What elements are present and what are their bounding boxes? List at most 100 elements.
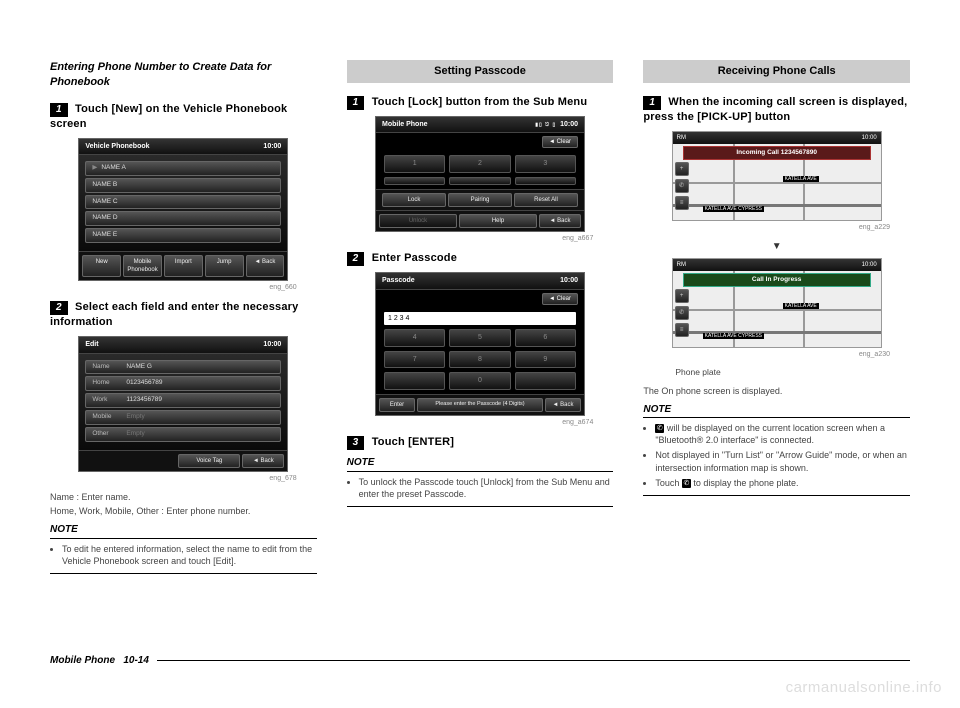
step-number-icon: 1 <box>50 103 68 117</box>
back-button: Back <box>242 454 284 468</box>
step-1: 1 Touch [New] on the Vehicle Phonebook s… <box>50 102 317 132</box>
note-list: To unlock the Passcode touch [Unlock] fr… <box>347 476 614 500</box>
unlock-button: Unlock <box>379 214 457 228</box>
screen-clock: 10:00 <box>263 142 281 151</box>
section-heading: Setting Passcode <box>347 60 614 83</box>
note-item: To unlock the Passcode touch [Unlock] fr… <box>359 476 614 500</box>
import-button: Import <box>164 255 203 277</box>
keypad: 456 789 0 <box>384 329 576 389</box>
note-item: ✆ will be displayed on the current locat… <box>655 422 910 446</box>
menu-icon: ≡ <box>675 196 689 210</box>
note-item: To edit he entered information, select t… <box>62 543 317 567</box>
list-item: NAME E <box>85 228 281 243</box>
step-number-icon: 2 <box>347 252 365 266</box>
note-rule <box>643 495 910 496</box>
field-row: NameNAME G <box>85 360 281 375</box>
back-button: Back <box>539 214 581 228</box>
step-text: Select each field and enter the necessar… <box>50 301 298 328</box>
step-number-icon: 1 <box>347 96 365 110</box>
page-footer: Mobile Phone 10-14 <box>50 655 910 666</box>
note-rule <box>347 506 614 507</box>
step-2: 2 Enter Passcode <box>347 251 614 266</box>
step-1: 1 When the incoming call screen is displ… <box>643 95 910 125</box>
figure-caption: eng_a674 <box>347 418 594 427</box>
figure-caption: eng_a667 <box>347 234 594 243</box>
screen-title: Vehicle Phonebook <box>85 142 149 151</box>
column-2: Setting Passcode 1 Touch [Lock] button f… <box>347 60 614 574</box>
screen-title: Passcode <box>382 276 415 285</box>
step-number-icon: 3 <box>347 436 365 450</box>
page: Entering Phone Number to Create Data for… <box>0 0 960 604</box>
menu-icon: ≡ <box>675 323 689 337</box>
step-number-icon: 2 <box>50 301 68 315</box>
screenshot-passcode: Passcode 10:00 ◄ Clear 1 2 3 4 456 789 0… <box>375 272 585 415</box>
figure-caption: eng_660 <box>50 283 297 292</box>
note-item: Touch ✆ to display the phone plate. <box>655 477 910 489</box>
back-button: Back <box>246 255 285 277</box>
reset-all-button: Reset All <box>514 193 578 207</box>
mobile-phonebook-button: Mobile Phonebook <box>123 255 162 277</box>
phone-plate-icon: ✆ <box>655 424 664 433</box>
body-text: The On phone screen is displayed. <box>643 385 910 397</box>
step-text: Enter Passcode <box>372 252 457 264</box>
phone-plate-icon: ✆ <box>682 479 691 488</box>
note-item: Not displayed in "Turn List" or "Arrow G… <box>655 449 910 473</box>
note-list: ✆ will be displayed on the current locat… <box>643 422 910 489</box>
note-heading: NOTE <box>50 523 317 539</box>
enter-button: Enter <box>379 398 415 412</box>
field-description: Home, Work, Mobile, Other : Enter phone … <box>50 505 317 517</box>
down-arrow-icon: ▼ <box>643 240 910 254</box>
note-heading: NOTE <box>643 403 910 419</box>
figure-caption: eng_a229 <box>643 223 890 232</box>
incoming-call-banner: Incoming Call 1234567890 <box>683 146 871 161</box>
list-item: NAME D <box>85 211 281 226</box>
step-3: 3 Touch [ENTER] <box>347 435 614 450</box>
zoom-icon: + <box>675 162 689 176</box>
voice-tag-button: Voice Tag <box>178 454 240 468</box>
phone-icon: ✆ <box>675 179 689 193</box>
figure-caption: eng_678 <box>50 474 297 483</box>
screenshot-call-in-progress: +✆≡ RM10:00 Call In Progress KATELLA AVE… <box>672 258 882 348</box>
note-heading: NOTE <box>347 456 614 472</box>
step-text: Touch [ENTER] <box>372 436 454 448</box>
screen-clock: 10:00 <box>263 340 281 349</box>
field-row: MobileEmpty <box>85 410 281 425</box>
list-item: ▶NAME A <box>85 161 281 176</box>
back-button: Back <box>545 398 581 412</box>
screen-title: Edit <box>85 340 98 349</box>
field-row: Home0123456789 <box>85 376 281 391</box>
field-row: Work1123456789 <box>85 393 281 408</box>
screenshot-edit: Edit 10:00 NameNAME G Home0123456789 Wor… <box>78 336 288 471</box>
screenshot-vehicle-phonebook: Vehicle Phonebook 10:00 ▶NAME A NAME B N… <box>78 138 288 281</box>
phone-icon: ✆ <box>675 306 689 320</box>
field-row: OtherEmpty <box>85 427 281 442</box>
column-3: Receiving Phone Calls 1 When the incomin… <box>643 60 910 574</box>
step-1: 1 Touch [Lock] button from the Sub Menu <box>347 95 614 110</box>
clear-button: ◄ Clear <box>542 293 578 305</box>
screen-clock: 10:00 <box>560 276 578 285</box>
lock-button: Lock <box>382 193 446 207</box>
clear-button: ◄ Clear <box>542 136 578 148</box>
step-text: Touch [Lock] button from the Sub Menu <box>372 96 588 108</box>
list-item: NAME B <box>85 178 281 193</box>
jump-button: Jump <box>205 255 244 277</box>
step-text: Touch [New] on the Vehicle Phonebook scr… <box>50 103 287 130</box>
note-rule <box>50 573 317 574</box>
new-button: New <box>82 255 121 277</box>
help-button: Help <box>459 214 537 228</box>
field-description: Name : Enter name. <box>50 491 317 503</box>
figure-caption: eng_a230 <box>643 350 890 359</box>
call-progress-banner: Call In Progress <box>683 273 871 288</box>
watermark: carmanualsonline.info <box>786 679 942 696</box>
screenshot-mobile-phone: Mobile Phone ▮▯ ⎋ ▯ 10:00 ◄ Clear 123 Lo… <box>375 116 585 232</box>
column-1: Entering Phone Number to Create Data for… <box>50 60 317 574</box>
screen-title: Mobile Phone <box>382 120 428 129</box>
screen-clock: ▮▯ ⎋ ▯ 10:00 <box>535 120 578 129</box>
step-text: When the incoming call screen is display… <box>643 96 907 123</box>
zoom-icon: + <box>675 289 689 303</box>
prompt-label: Please enter the Passcode (4 Digits) <box>417 398 543 412</box>
keypad: 123 <box>384 155 576 184</box>
step-2: 2 Select each field and enter the necess… <box>50 300 317 330</box>
screenshot-incoming-call: +✆≡ RM10:00 Incoming Call 1234567890 KAT… <box>672 131 882 221</box>
subsection-title: Entering Phone Number to Create Data for… <box>50 60 317 90</box>
